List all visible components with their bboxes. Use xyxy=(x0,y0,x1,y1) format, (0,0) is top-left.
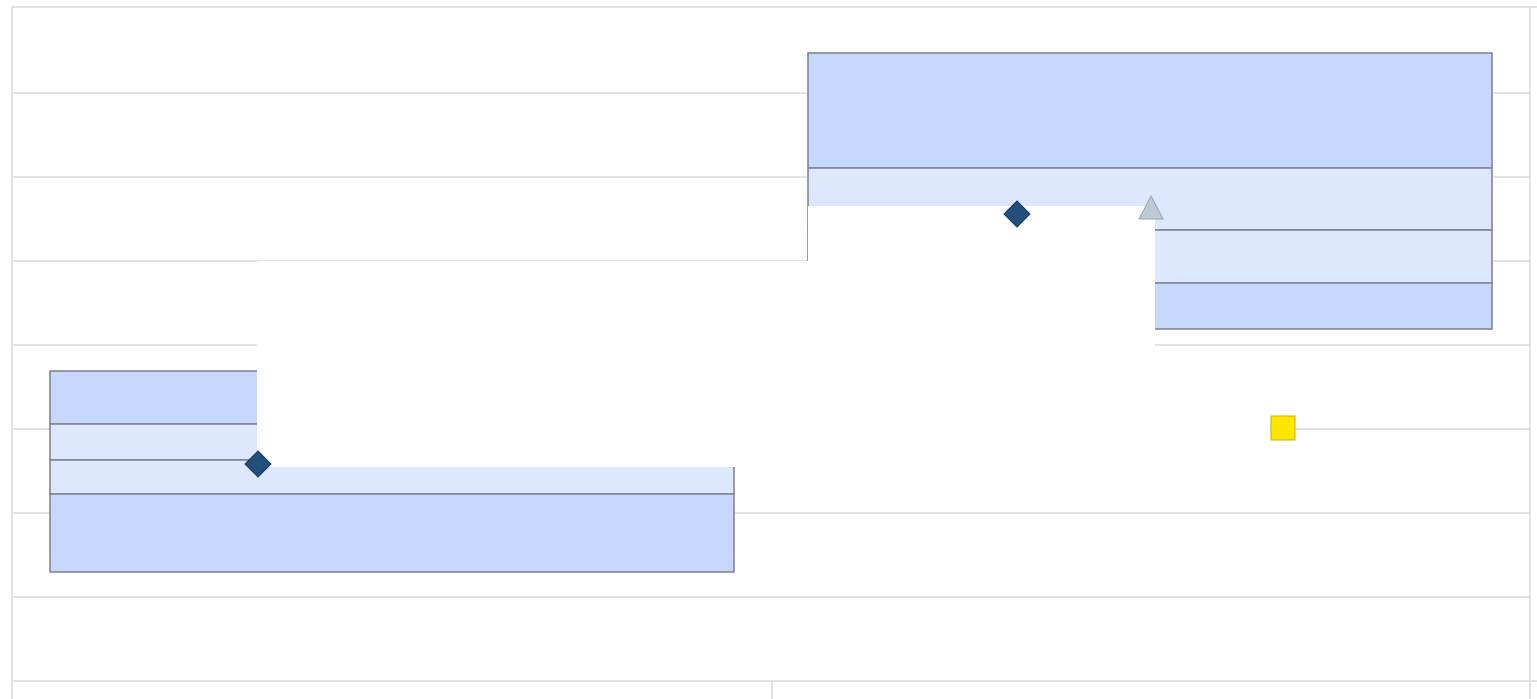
connection-handle[interactable] xyxy=(244,450,272,478)
overlay-region xyxy=(257,206,1155,467)
connection-handle[interactable] xyxy=(1003,200,1031,228)
overlay-region xyxy=(734,420,1270,440)
class-header[interactable] xyxy=(807,52,1493,169)
class-body[interactable] xyxy=(49,493,735,573)
resize-handle[interactable] xyxy=(1270,415,1296,441)
rotate-handle[interactable] xyxy=(1138,194,1164,220)
